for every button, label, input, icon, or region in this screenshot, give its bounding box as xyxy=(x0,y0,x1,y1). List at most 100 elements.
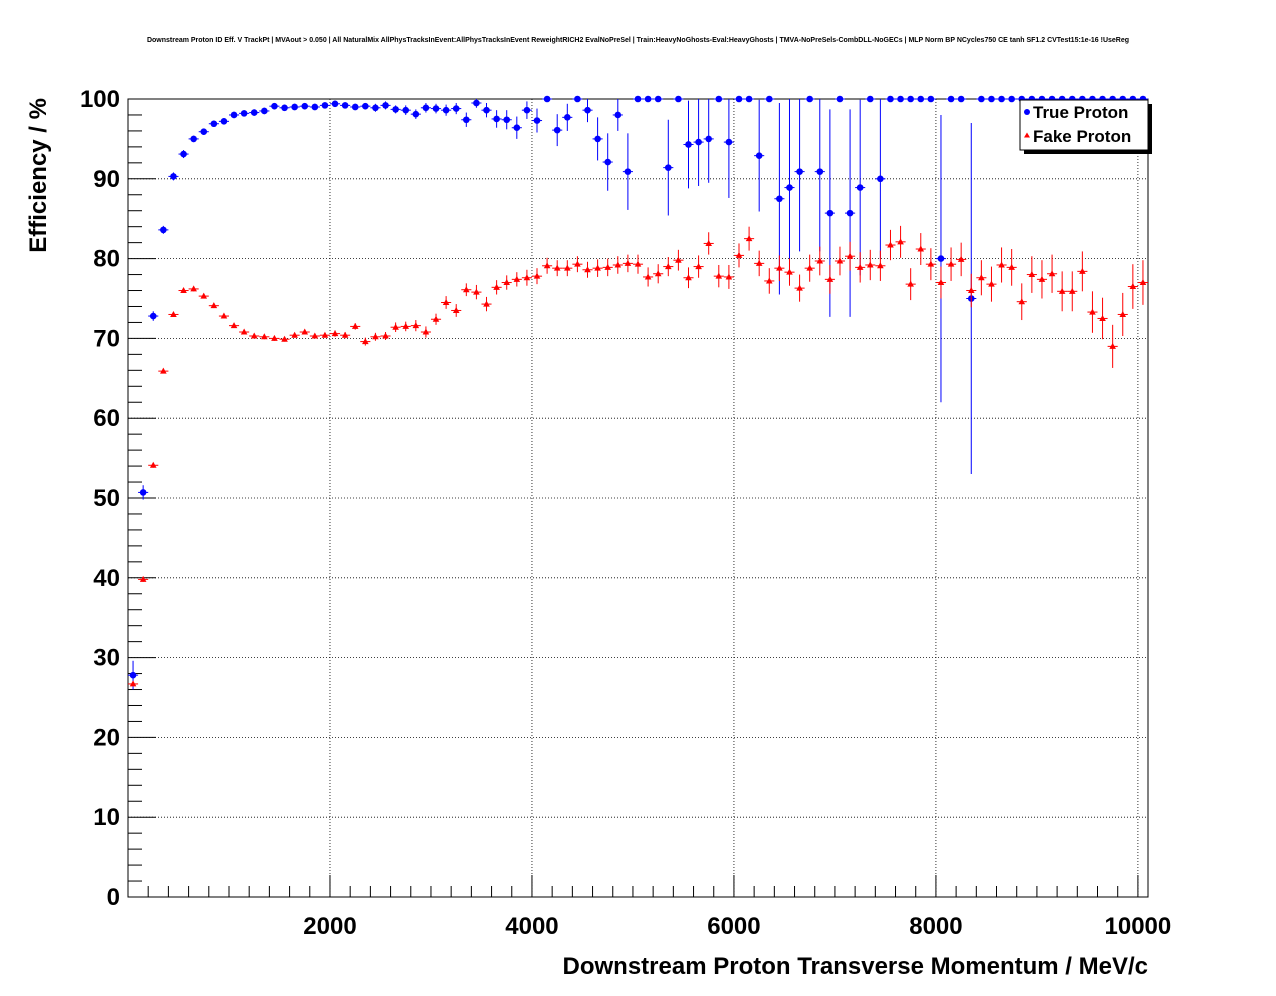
data-point xyxy=(491,110,502,128)
point-marker xyxy=(341,331,349,338)
point-marker xyxy=(897,238,904,245)
data-point xyxy=(451,102,462,115)
data-point xyxy=(976,260,987,296)
data-point xyxy=(128,680,139,687)
point-marker xyxy=(261,107,268,115)
data-point xyxy=(572,95,583,103)
data-point xyxy=(390,105,401,114)
point-marker xyxy=(503,279,511,286)
data-point xyxy=(592,117,603,161)
data-point xyxy=(471,284,482,300)
point-marker xyxy=(372,333,379,340)
data-point xyxy=(430,313,442,325)
point-marker xyxy=(301,102,309,110)
point-marker xyxy=(422,328,430,335)
point-marker xyxy=(200,292,208,299)
data-point xyxy=(996,247,1007,283)
data-point xyxy=(491,280,502,295)
point-marker xyxy=(473,99,480,107)
point-marker xyxy=(776,264,783,271)
data-point xyxy=(834,95,846,103)
point-marker xyxy=(1109,342,1116,349)
data-point xyxy=(1057,271,1068,312)
point-marker xyxy=(564,264,571,271)
point-marker xyxy=(271,102,278,110)
point-marker xyxy=(210,120,218,128)
data-point xyxy=(158,225,169,234)
data-point xyxy=(895,225,906,258)
data-point xyxy=(481,296,492,312)
point-marker xyxy=(553,264,561,271)
data-point xyxy=(430,103,442,114)
point-marker xyxy=(988,280,995,287)
y-tick-label: 100 xyxy=(80,86,120,113)
point-marker xyxy=(705,135,712,143)
data-point xyxy=(632,95,644,103)
data-point xyxy=(885,95,896,103)
point-marker xyxy=(846,252,854,259)
point-marker xyxy=(129,680,137,687)
point-marker xyxy=(664,164,672,171)
data-point xyxy=(218,118,229,125)
data-point xyxy=(138,575,149,582)
point-marker xyxy=(180,287,187,294)
data-point xyxy=(946,95,957,103)
point-marker xyxy=(634,95,642,103)
data-point xyxy=(279,335,290,342)
point-marker xyxy=(675,95,682,103)
data-point xyxy=(329,330,341,337)
point-marker xyxy=(190,135,197,143)
data-point xyxy=(420,326,431,338)
point-marker xyxy=(786,268,793,275)
data-point xyxy=(794,99,805,252)
data-point xyxy=(471,99,482,108)
point-marker xyxy=(250,109,258,116)
point-marker xyxy=(301,328,309,335)
data-point xyxy=(208,302,219,309)
data-point xyxy=(1006,249,1017,286)
data-point xyxy=(673,95,684,103)
point-marker xyxy=(695,263,702,270)
data-point xyxy=(925,248,936,281)
point-marker xyxy=(594,264,601,271)
point-marker xyxy=(887,95,894,103)
point-marker xyxy=(776,195,783,203)
data-point xyxy=(198,292,209,299)
point-marker xyxy=(412,110,420,118)
point-marker xyxy=(503,116,511,124)
point-marker xyxy=(624,168,632,175)
data-point xyxy=(824,264,835,294)
data-point xyxy=(562,260,573,277)
point-marker xyxy=(978,274,985,281)
y-tick-label: 0 xyxy=(107,884,120,911)
point-marker xyxy=(957,95,965,103)
data-point xyxy=(208,120,219,128)
point-marker xyxy=(755,152,763,159)
x-tick-label: 6000 xyxy=(707,913,760,940)
data-point xyxy=(905,268,916,301)
point-marker xyxy=(715,272,723,279)
point-marker xyxy=(735,95,743,103)
data-point xyxy=(309,332,320,339)
data-point xyxy=(723,99,734,198)
data-point xyxy=(996,95,1007,103)
point-marker xyxy=(432,315,440,322)
point-marker xyxy=(351,322,359,329)
legend-marker-true-proton xyxy=(1024,109,1030,115)
data-point xyxy=(188,285,199,292)
point-marker xyxy=(553,126,561,134)
point-marker xyxy=(523,106,531,114)
point-marker xyxy=(382,102,389,109)
point-marker xyxy=(149,312,157,320)
point-marker xyxy=(382,332,389,339)
point-marker xyxy=(978,95,985,103)
data-point xyxy=(744,226,755,251)
point-marker xyxy=(372,104,379,112)
data-point xyxy=(531,108,543,133)
point-marker xyxy=(604,263,612,270)
point-marker xyxy=(1038,275,1046,282)
point-marker xyxy=(594,135,601,143)
data-series xyxy=(128,95,1148,690)
data-point xyxy=(663,257,674,277)
data-point xyxy=(1016,283,1027,321)
